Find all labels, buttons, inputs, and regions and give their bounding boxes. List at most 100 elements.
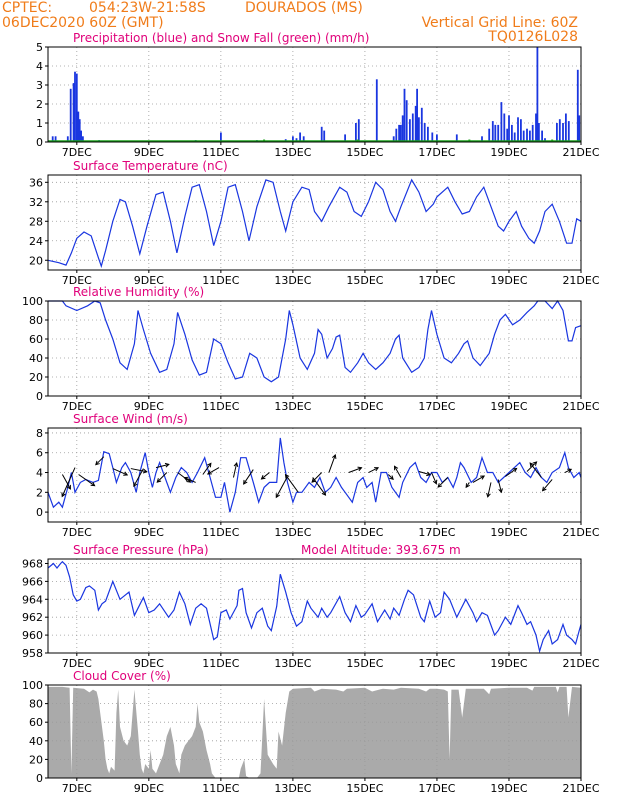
precip-bar <box>400 124 402 142</box>
wind-arrow-head <box>183 476 189 482</box>
wind-arrow <box>394 466 402 478</box>
wind-arrow-head <box>206 470 212 475</box>
precip-bar <box>411 113 414 142</box>
y-tick-label: 6 <box>36 447 43 460</box>
x-tick-label: 19DEC <box>490 657 527 670</box>
header-location: DOURADOS (MS) <box>245 0 363 16</box>
panel-frame-1 <box>47 174 582 271</box>
panel-border-0 <box>47 46 582 143</box>
y-tick-label: 4 <box>36 467 43 480</box>
precip-bar <box>418 117 420 142</box>
y-tick-label: 20 <box>29 753 43 766</box>
y-tick-label: 100 <box>22 679 43 692</box>
wind-arrow-head <box>532 461 538 466</box>
wind-arrow <box>207 467 220 475</box>
wind-arrow-head <box>480 475 486 480</box>
x-tick-label: 13DEC <box>274 526 311 539</box>
wind-arrow <box>472 475 485 483</box>
wind-arrow <box>232 462 238 478</box>
x-tick-label: 11DEC <box>202 274 239 287</box>
wind-arrow-head <box>498 488 503 494</box>
y-tick-label: 0 <box>36 390 43 403</box>
precip-bar <box>427 126 429 142</box>
panel-border-1 <box>47 174 582 271</box>
x-tick-label: 7DEC <box>62 657 92 670</box>
precip-bar <box>567 121 570 142</box>
x-tick-label: 13DEC <box>274 274 311 287</box>
x-tick-label: 17DEC <box>418 400 455 413</box>
x-tick-label: 11DEC <box>202 526 239 539</box>
y-tick-label: 962 <box>22 611 43 624</box>
precip-bar <box>355 123 357 142</box>
x-tick-label: 9DEC <box>134 657 164 670</box>
precip-bar <box>403 88 406 142</box>
panel-border-5 <box>47 684 582 779</box>
wind-arrow-head <box>486 492 491 498</box>
x-tick-label: 17DEC <box>418 526 455 539</box>
x-tick-label: 13DEC <box>274 400 311 413</box>
x-tick-label: 17DEC <box>418 782 455 795</box>
precip-bar <box>344 134 346 142</box>
precip-bar <box>77 111 80 142</box>
panel-frame-4 <box>47 558 582 654</box>
precip-bar <box>78 119 81 142</box>
y-tick-label: 36 <box>29 176 43 189</box>
panel-title-4: Surface Pressure (hPa) <box>73 543 209 557</box>
precip-bar <box>491 121 494 142</box>
y-tick-label: 8 <box>36 427 43 440</box>
precip-bar <box>497 124 500 142</box>
precip-bar <box>423 123 426 142</box>
wind-arrow <box>497 479 502 493</box>
x-tick-label: 21DEC <box>562 146 599 159</box>
x-tick-label: 15DEC <box>346 400 383 413</box>
precip-bar <box>455 134 458 142</box>
x-tick-label: 9DEC <box>134 146 164 159</box>
wind-arrow-head <box>394 465 399 471</box>
precip-bar <box>295 138 298 142</box>
panel-border-3 <box>47 427 582 523</box>
y-tick-label: 0 <box>36 136 43 149</box>
x-tick-label: 21DEC <box>562 526 599 539</box>
y-tick-label: 4 <box>36 60 43 73</box>
precip-bar <box>578 115 581 142</box>
y-tick-label: 0 <box>36 772 43 785</box>
header-model-code: TQ0126L028 <box>488 29 578 45</box>
x-tick-label: 15DEC <box>346 274 383 287</box>
precip-bar <box>299 132 301 142</box>
precip-bar <box>526 128 528 142</box>
precip-bar <box>416 88 418 142</box>
wind-arrow-head <box>465 483 470 489</box>
wind-arrow-head <box>233 462 239 468</box>
snow-bar <box>551 139 554 141</box>
wind-arrow <box>487 482 492 497</box>
precip-bar <box>511 124 513 142</box>
panel-frame-3 <box>47 427 582 523</box>
wind-arrow-head <box>541 486 547 492</box>
wind-arrow-head <box>133 482 138 488</box>
panel-title-2: Relative Humidity (%) <box>73 285 204 299</box>
y-tick-label: 40 <box>29 352 43 365</box>
wind-arrow <box>133 468 144 487</box>
x-tick-label: 13DEC <box>274 657 311 670</box>
x-tick-label: 9DEC <box>134 782 164 795</box>
wind-arrow-head <box>142 468 148 474</box>
wind-arrow <box>155 463 169 469</box>
y-tick-label: 60 <box>29 333 43 346</box>
wind-arrow-head <box>66 484 71 490</box>
precip-bar <box>558 119 561 142</box>
precip-bar <box>531 124 534 142</box>
x-tick-label: 9DEC <box>134 274 164 287</box>
precip-bar <box>488 128 491 142</box>
y-tick-label: 32 <box>29 196 43 209</box>
precip-bar <box>431 132 434 142</box>
y-tick-label: 2 <box>36 486 43 499</box>
panel-title-0: Precipitation (blue) and Snow Fall (gree… <box>73 31 369 45</box>
y-tick-label: 960 <box>22 629 43 642</box>
precip-bar <box>72 83 75 142</box>
precip-bar <box>508 115 510 142</box>
precip-bar <box>405 100 408 142</box>
precip-bar <box>69 88 72 142</box>
y-tick-label: 28 <box>29 215 43 228</box>
precip-bar <box>302 136 305 142</box>
